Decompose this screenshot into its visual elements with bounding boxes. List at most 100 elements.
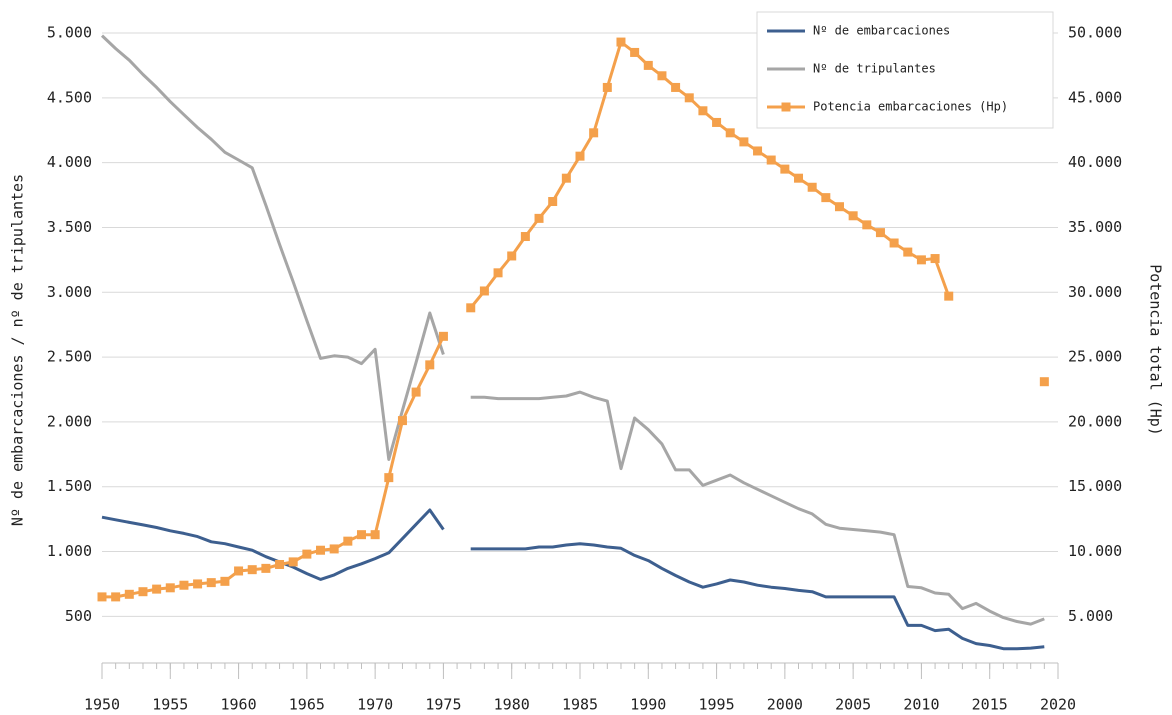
y2-tick-label: 30.000 <box>1068 283 1122 301</box>
series-line <box>101 508 1045 651</box>
marker <box>630 47 640 57</box>
marker <box>193 579 203 589</box>
y-tick-label: 4.000 <box>47 153 92 171</box>
marker <box>616 37 626 47</box>
y2-tick-label: 25.000 <box>1068 348 1122 366</box>
x-tick-label: 2020 <box>1040 696 1076 714</box>
marker <box>411 387 421 397</box>
marker <box>548 197 558 207</box>
marker <box>684 93 694 103</box>
y-tick-label: 2.500 <box>47 348 92 366</box>
y2-tick-label: 40.000 <box>1068 153 1122 171</box>
marker <box>302 549 312 559</box>
y2-axis-title: Potencia total (Hp) <box>1147 264 1165 436</box>
marker <box>657 71 667 81</box>
marker <box>889 238 899 248</box>
marker <box>862 220 872 230</box>
legend-label: Nº de embarcaciones <box>813 24 950 38</box>
x-tick-label: 1975 <box>425 696 461 714</box>
marker <box>794 173 804 183</box>
marker <box>384 473 394 483</box>
marker <box>903 247 913 257</box>
y-tick-label: 3.500 <box>47 218 92 236</box>
x-tick-label: 1990 <box>630 696 666 714</box>
marker <box>138 587 148 597</box>
marker <box>821 193 831 203</box>
legend-marker <box>781 102 791 112</box>
marker <box>916 255 926 265</box>
marker <box>589 128 599 138</box>
marker <box>466 303 476 313</box>
marker <box>124 589 134 599</box>
marker <box>520 232 530 242</box>
legend-label: Potencia embarcaciones (Hp) <box>813 100 1008 114</box>
marker <box>206 578 216 588</box>
marker <box>329 544 339 554</box>
marker <box>698 106 708 116</box>
y-tick-label: 5.000 <box>47 24 92 42</box>
y-tick-label: 500 <box>65 607 92 625</box>
marker <box>438 331 448 341</box>
marker <box>179 580 189 590</box>
y2-tick-label: 45.000 <box>1068 88 1122 106</box>
y-tick-label: 4.500 <box>47 88 92 106</box>
marker <box>220 576 230 586</box>
marker <box>370 530 380 540</box>
marker <box>753 146 763 156</box>
legend-box <box>756 11 1054 129</box>
marker <box>507 251 517 261</box>
x-tick-label: 2000 <box>767 696 803 714</box>
marker <box>766 155 776 165</box>
marker <box>479 286 489 296</box>
x-tick-label: 1965 <box>289 696 325 714</box>
marker <box>534 213 544 223</box>
marker <box>575 151 585 161</box>
y-tick-label: 1.000 <box>47 542 92 560</box>
y2-tick-label: 20.000 <box>1068 412 1122 430</box>
marker <box>152 584 162 594</box>
marker <box>848 211 858 221</box>
marker <box>561 173 571 183</box>
marker <box>671 82 681 92</box>
x-tick-label: 1980 <box>494 696 530 714</box>
y-axis-title: Nº de embarcaciones / nº de tripulantes <box>9 174 27 526</box>
marker <box>602 82 612 92</box>
marker <box>165 583 175 593</box>
y2-tick-label: 50.000 <box>1068 24 1122 42</box>
marker <box>234 566 244 576</box>
marker <box>834 202 844 212</box>
y2-tick-label: 10.000 <box>1068 542 1122 560</box>
marker <box>111 592 121 602</box>
marker <box>356 530 366 540</box>
x-tick-label: 2005 <box>835 696 871 714</box>
legend-label: Nº de tripulantes <box>813 62 936 76</box>
marker <box>739 137 749 147</box>
series-line <box>100 34 1045 626</box>
y-tick-label: 2.000 <box>47 412 92 430</box>
y2-tick-label: 35.000 <box>1068 218 1122 236</box>
marker <box>425 360 435 370</box>
x-tick-label: 1985 <box>562 696 598 714</box>
marker <box>288 557 298 567</box>
x-tick-label: 1970 <box>357 696 393 714</box>
y-tick-label: 3.000 <box>47 283 92 301</box>
x-tick-label: 1960 <box>221 696 257 714</box>
marker <box>930 254 940 264</box>
y2-tick-label: 5.000 <box>1068 607 1113 625</box>
marker <box>643 60 653 70</box>
marker <box>247 565 257 575</box>
marker <box>712 117 722 127</box>
x-tick-label: 2010 <box>903 696 939 714</box>
marker <box>316 545 326 555</box>
legend: Nº de embarcaciones Nº de tripulantes Pote… <box>756 11 1054 129</box>
marker <box>275 559 285 569</box>
marker <box>725 128 735 138</box>
x-tick-label: 1955 <box>152 696 188 714</box>
marker <box>343 536 353 546</box>
marker <box>944 291 954 301</box>
y2-tick-label: 15.000 <box>1068 477 1122 495</box>
marker <box>97 592 107 602</box>
y-tick-label: 1.500 <box>47 477 92 495</box>
marker <box>875 228 885 238</box>
